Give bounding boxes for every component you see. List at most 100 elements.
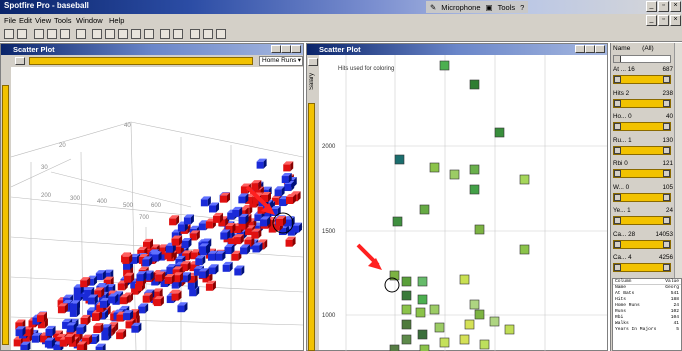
- range-slider[interactable]: [613, 145, 671, 155]
- filter-row: Ca... 28 14053: [613, 231, 673, 255]
- menu-view[interactable]: View: [35, 16, 52, 25]
- menu-edit[interactable]: Edit: [19, 16, 32, 25]
- query-icon[interactable]: [92, 29, 102, 39]
- axis-left-button[interactable]: [15, 57, 25, 65]
- minimize-button[interactable]: _: [646, 1, 657, 12]
- slider-max-knob[interactable]: [663, 217, 670, 224]
- copy-icon[interactable]: [47, 29, 57, 39]
- slider-max-knob[interactable]: [663, 240, 670, 248]
- data-point: [234, 265, 245, 276]
- axis-dropdown[interactable]: Home Runs ▾: [259, 56, 303, 66]
- slider-min-knob[interactable]: [614, 76, 621, 83]
- tools-button[interactable]: Tools: [497, 2, 516, 12]
- slider-min-knob[interactable]: [614, 123, 621, 130]
- tick-label: 20: [59, 143, 66, 149]
- slider-max-knob[interactable]: [663, 99, 670, 107]
- range-slider[interactable]: [613, 75, 671, 84]
- data-point: [70, 300, 81, 311]
- plot-minimize-button[interactable]: [271, 45, 281, 53]
- slider-min-knob[interactable]: [614, 99, 621, 107]
- y-tick-label: 2000: [322, 144, 336, 150]
- data-point: [138, 303, 149, 314]
- bar-chart-icon[interactable]: [144, 29, 154, 39]
- microphone-icon[interactable]: ✎: [430, 2, 437, 12]
- range-slider[interactable]: [613, 192, 671, 202]
- close-button[interactable]: ×: [670, 1, 681, 12]
- slider-max-knob[interactable]: [663, 76, 670, 83]
- maximize-button[interactable]: ▫: [658, 1, 669, 12]
- pie-chart-icon[interactable]: [160, 29, 170, 39]
- y-axis-label[interactable]: Salary: [309, 73, 315, 91]
- child-close-button[interactable]: ×: [670, 15, 681, 26]
- scatter-2d-icon[interactable]: [105, 29, 115, 39]
- zoom-icon[interactable]: [216, 29, 226, 39]
- data-point: [213, 212, 224, 223]
- open-icon[interactable]: [4, 29, 14, 39]
- data-point: [15, 326, 26, 337]
- child-minimize-button[interactable]: _: [646, 15, 657, 26]
- name-filter-slider[interactable]: [613, 55, 671, 63]
- range-slider[interactable]: [613, 122, 671, 131]
- table-icon[interactable]: [173, 29, 183, 39]
- help-pointer-icon[interactable]: [76, 29, 86, 39]
- y-axis-top-button[interactable]: [308, 58, 318, 66]
- data-point: [169, 215, 180, 226]
- histogram-icon[interactable]: [131, 29, 141, 39]
- filter-label: Ca... 4: [613, 254, 632, 261]
- data-point: [57, 303, 68, 314]
- filter-scrollbar[interactable]: [674, 43, 682, 351]
- menu-window[interactable]: Window: [76, 16, 103, 25]
- menubar: File Edit View Tools Window Help _ ▫ ×: [0, 14, 682, 27]
- slider-max-knob[interactable]: [663, 146, 670, 154]
- menu-file[interactable]: File: [4, 16, 17, 25]
- microphone-button[interactable]: Microphone: [441, 2, 481, 12]
- slider-min-knob[interactable]: [614, 170, 621, 177]
- cut-icon[interactable]: [34, 29, 44, 39]
- data-point: [180, 261, 191, 272]
- plot-maximize-button[interactable]: [281, 45, 291, 53]
- paste-icon[interactable]: [60, 29, 70, 39]
- save-icon[interactable]: [17, 29, 27, 39]
- z-axis-strip: [1, 67, 11, 350]
- scatter-2d-canvas[interactable]: Hits used for coloring 2000 1500 1000: [320, 55, 607, 351]
- slider-min-knob[interactable]: [614, 264, 621, 271]
- child-restore-button[interactable]: ▫: [658, 15, 669, 26]
- slider-max-knob[interactable]: [663, 170, 670, 177]
- tools-icon[interactable]: ▣: [485, 2, 493, 12]
- plot-maximize-button[interactable]: [585, 45, 595, 53]
- slider-min-knob[interactable]: [614, 193, 621, 201]
- plot-minimize-button[interactable]: [575, 45, 585, 53]
- data-point: [108, 293, 119, 304]
- y-tick-label: 1500: [322, 229, 336, 235]
- range-slider[interactable]: [613, 263, 671, 272]
- filter-max: 687: [662, 66, 673, 73]
- z-axis-slider[interactable]: [2, 85, 9, 345]
- slider-min-knob[interactable]: [614, 240, 621, 248]
- slider-max-knob[interactable]: [663, 193, 670, 201]
- cascade-icon[interactable]: [203, 29, 213, 39]
- axis-slider[interactable]: [29, 57, 253, 65]
- scatter-3d-icon[interactable]: [118, 29, 128, 39]
- data-point: [276, 216, 286, 226]
- data-point: [419, 344, 430, 351]
- slider-max-knob[interactable]: [663, 264, 670, 271]
- y-axis-slider[interactable]: [308, 103, 315, 351]
- plot-close-button[interactable]: [595, 45, 605, 53]
- menu-tools[interactable]: Tools: [54, 16, 72, 25]
- tile-icon[interactable]: [190, 29, 200, 39]
- data-point: [136, 271, 147, 282]
- scatter-3d-canvas[interactable]: 30 40 20 200 300 400 500 600 700: [11, 67, 303, 350]
- help-icon[interactable]: ?: [520, 2, 525, 12]
- slider-min-knob[interactable]: [614, 146, 621, 154]
- slider-max-knob[interactable]: [663, 123, 670, 130]
- slider-min-knob[interactable]: [614, 217, 621, 224]
- plot-close-button[interactable]: [291, 45, 301, 53]
- slider-knob[interactable]: [614, 56, 621, 62]
- data-point: [285, 236, 296, 247]
- data-point: [494, 127, 505, 138]
- range-slider[interactable]: [613, 169, 671, 178]
- range-slider[interactable]: [613, 239, 671, 249]
- menu-help[interactable]: Help: [109, 16, 125, 25]
- range-slider[interactable]: [613, 216, 671, 225]
- range-slider[interactable]: [613, 98, 671, 108]
